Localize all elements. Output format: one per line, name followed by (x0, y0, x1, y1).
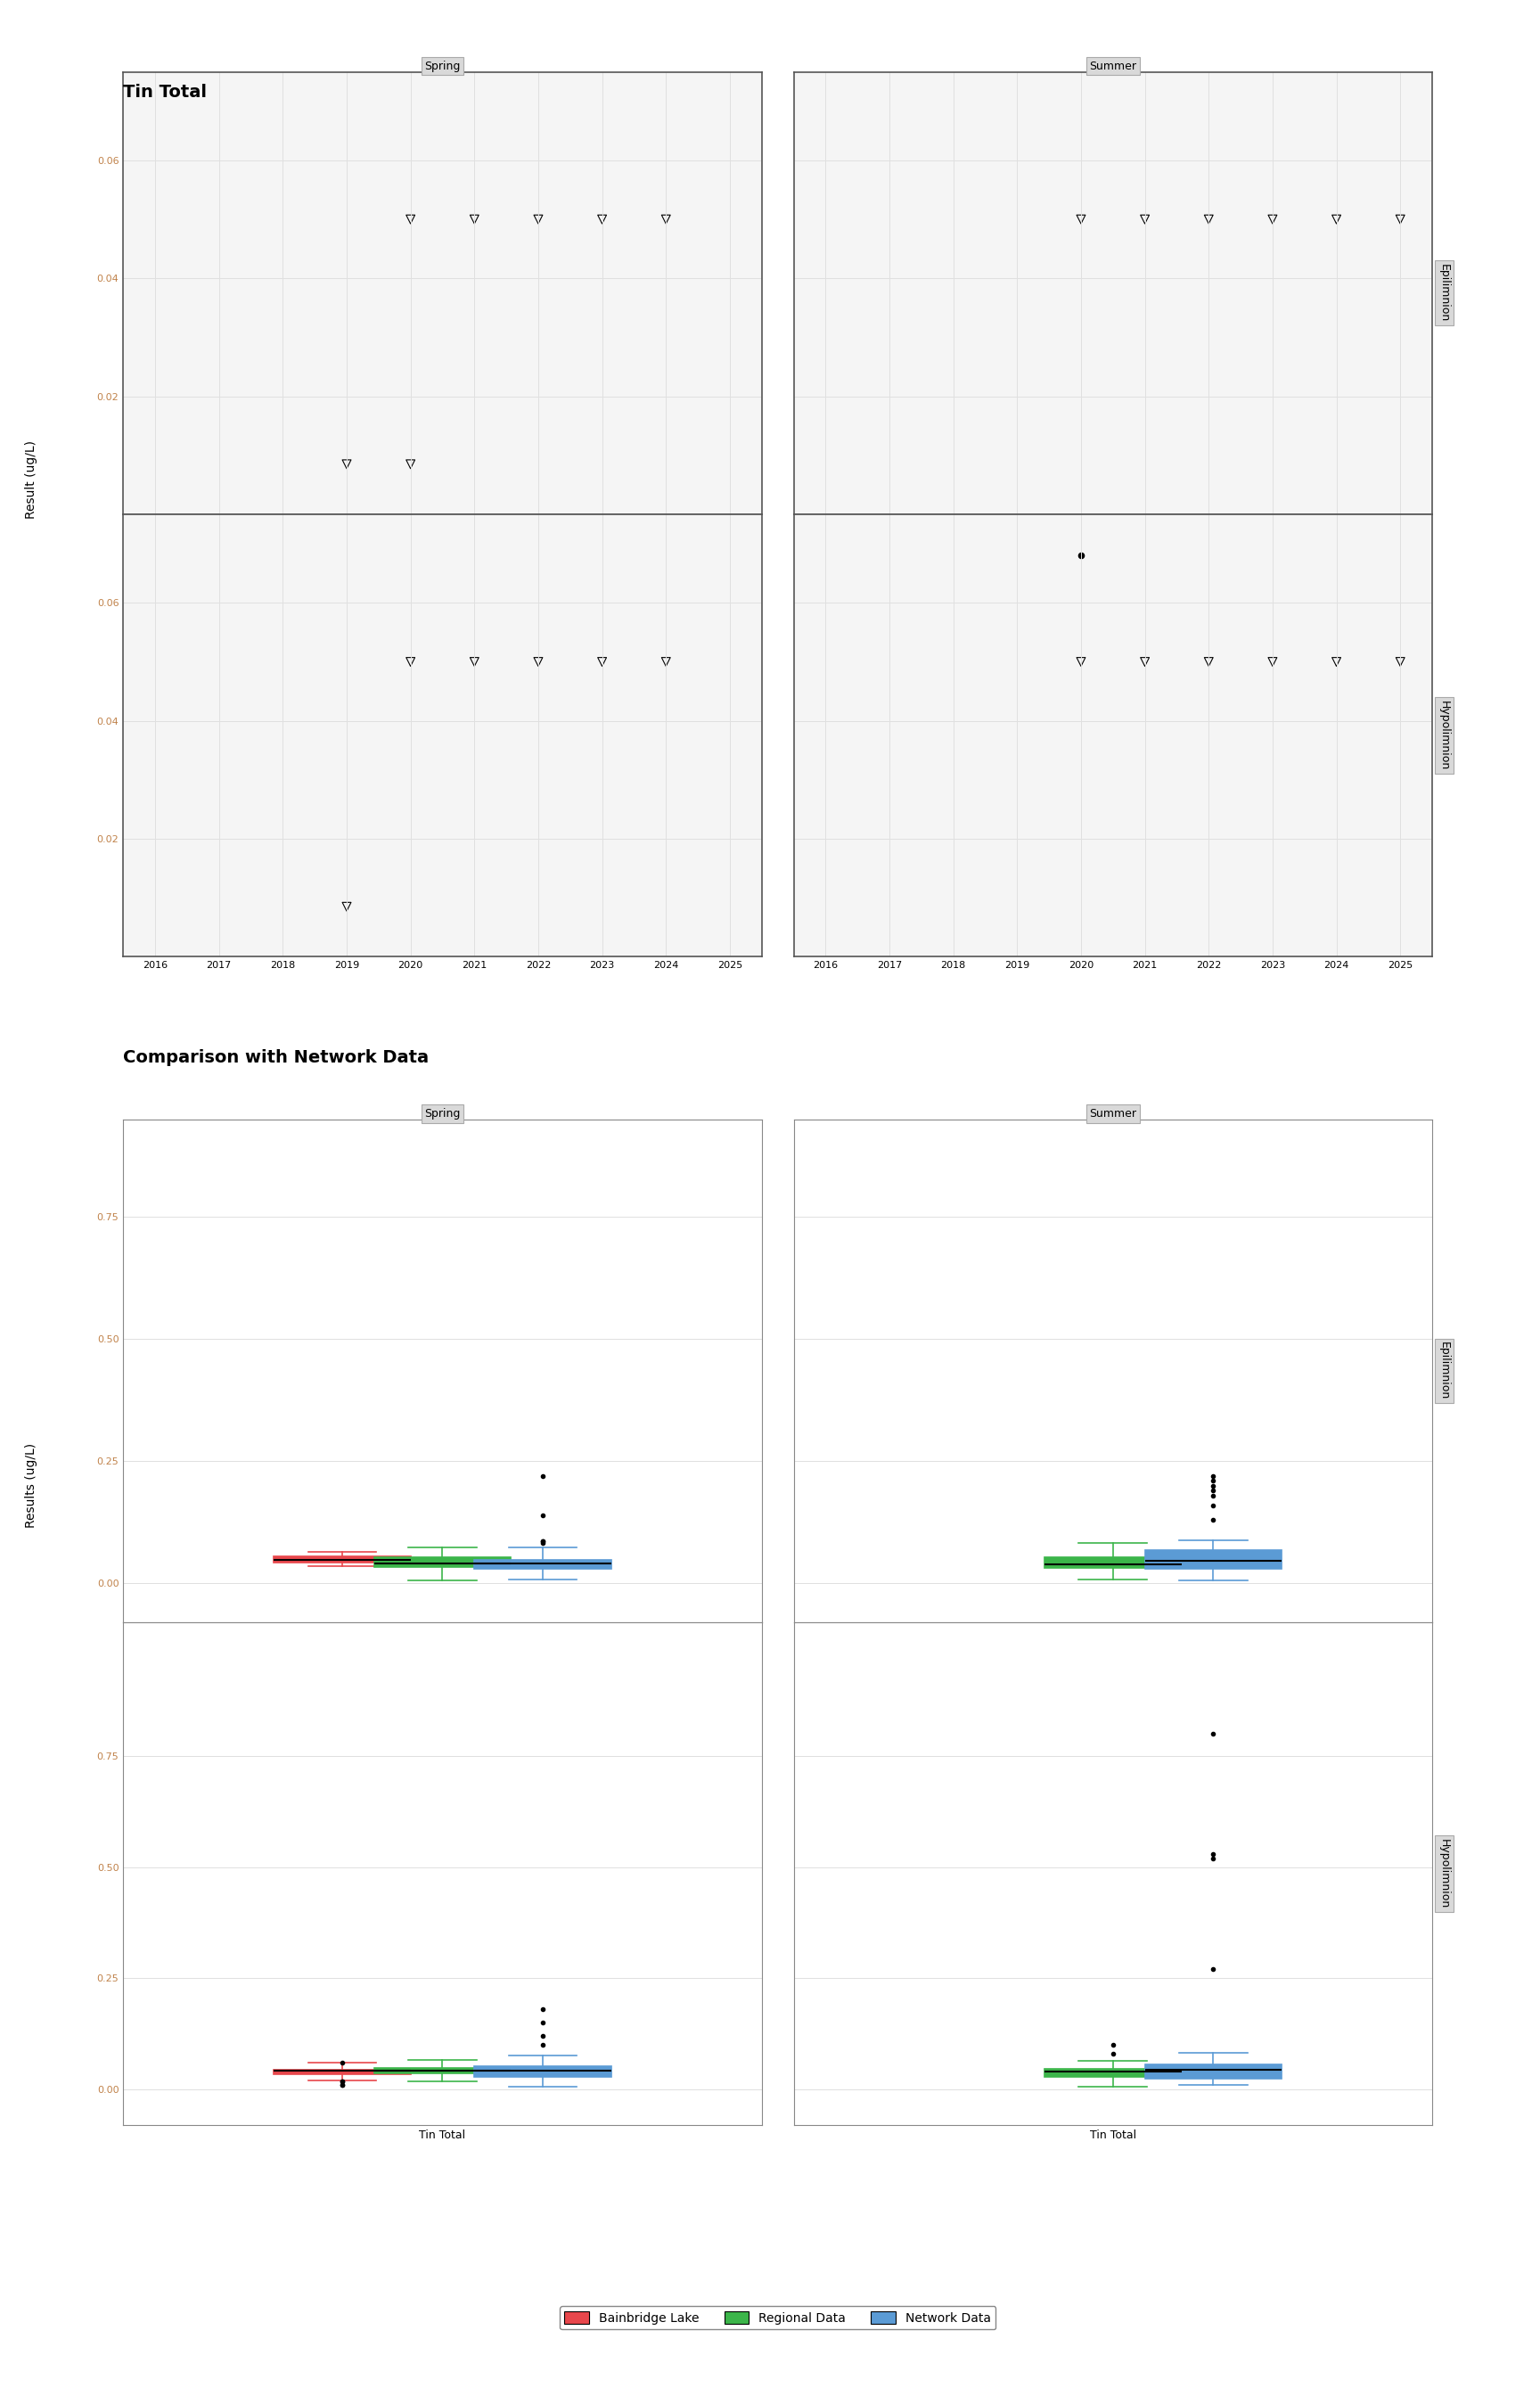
Point (334, 446, 359, 484)
Text: Result (ug/L): Result (ug/L) (25, 441, 37, 518)
Point (1197, 201, 1221, 240)
Point (334, 887, 359, 925)
Text: Hypolimnion: Hypolimnion (1438, 700, 1451, 772)
PathPatch shape (474, 1560, 611, 1569)
Point (462, 201, 487, 240)
Point (1132, 642, 1157, 680)
Point (590, 201, 614, 240)
Title: Spring: Spring (425, 60, 460, 72)
Title: Summer: Summer (1089, 1107, 1137, 1119)
Point (653, 201, 678, 240)
Point (399, 446, 424, 484)
Point (1069, 642, 1093, 680)
Point (1324, 201, 1349, 240)
Text: Tin Total: Tin Total (123, 84, 206, 101)
Point (590, 642, 614, 680)
Point (1388, 201, 1412, 240)
PathPatch shape (374, 1557, 511, 1567)
PathPatch shape (1044, 2068, 1181, 2077)
Point (1132, 201, 1157, 240)
PathPatch shape (374, 2068, 511, 2073)
PathPatch shape (1144, 1550, 1281, 1569)
Point (1260, 642, 1284, 680)
Title: Spring: Spring (425, 1107, 460, 1119)
Point (1069, 537, 1093, 575)
Point (1388, 642, 1412, 680)
Legend: Bainbridge Lake, Regional Data, Network Data: Bainbridge Lake, Regional Data, Network … (559, 2307, 996, 2329)
Point (1069, 201, 1093, 240)
Point (1197, 642, 1221, 680)
PathPatch shape (274, 2070, 411, 2075)
Text: Epilimnion: Epilimnion (1438, 1342, 1451, 1399)
PathPatch shape (1144, 2065, 1281, 2080)
Text: Results (ug/L): Results (ug/L) (25, 1442, 37, 1529)
Point (1324, 642, 1349, 680)
Point (527, 201, 551, 240)
Point (399, 201, 424, 240)
Text: Comparison with Network Data: Comparison with Network Data (123, 1049, 430, 1066)
Point (653, 642, 678, 680)
PathPatch shape (274, 1557, 411, 1562)
PathPatch shape (1044, 1557, 1181, 1567)
PathPatch shape (474, 2065, 611, 2077)
Point (462, 642, 487, 680)
Point (527, 642, 551, 680)
Point (399, 642, 424, 680)
Text: Epilimnion: Epilimnion (1438, 264, 1451, 321)
Title: Summer: Summer (1089, 60, 1137, 72)
Point (1260, 201, 1284, 240)
Text: Hypolimnion: Hypolimnion (1438, 1838, 1451, 1910)
